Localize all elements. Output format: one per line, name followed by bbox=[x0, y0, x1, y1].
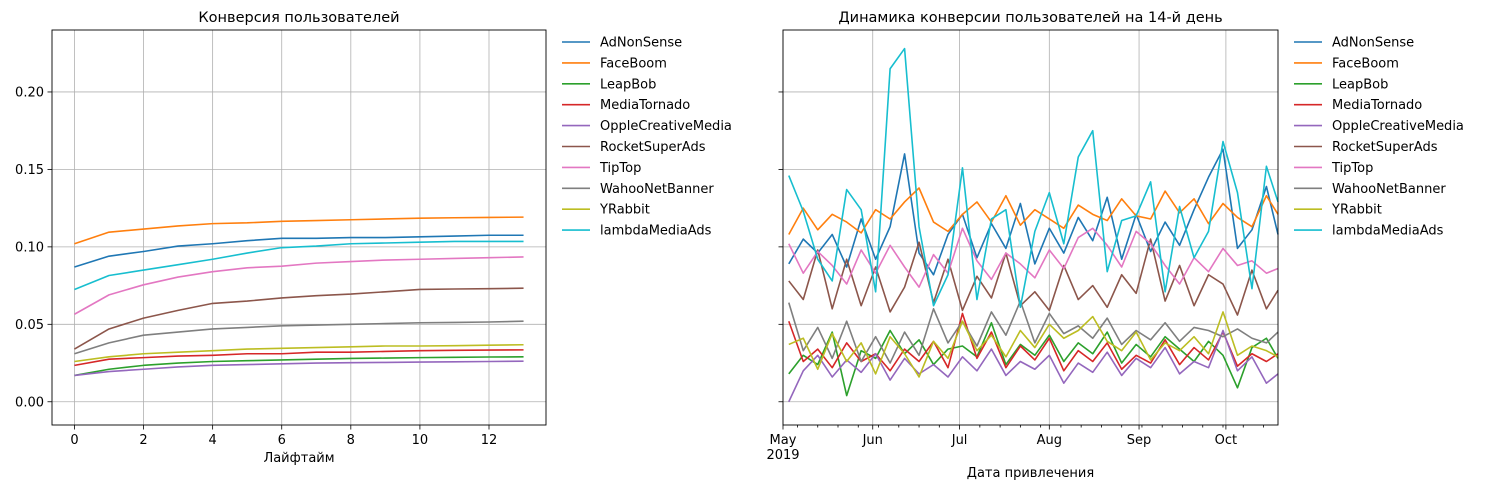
y-tick-label: 0.00 bbox=[15, 395, 44, 410]
series-line-FaceBoom bbox=[788, 187, 1279, 235]
legend-label: TipTop bbox=[599, 161, 641, 176]
conversion-lifetime-chart: Конверсия пользователей 0 2 4 6 8 10 12 0.00 0.05… bbox=[15, 10, 732, 466]
legend-label: TipTop bbox=[1331, 161, 1373, 176]
y-tick-label: 0.15 bbox=[15, 163, 44, 178]
legend-label: YRabbit bbox=[599, 203, 650, 218]
y-tick-label: 0.20 bbox=[15, 85, 44, 100]
axes-frame bbox=[51, 29, 547, 426]
x-tick-label: 12 bbox=[481, 433, 498, 448]
series-line-WahooNetBanner bbox=[788, 300, 1279, 364]
x-tick-label: 2 bbox=[139, 433, 147, 448]
x-tick-label: May 2019 bbox=[766, 433, 799, 463]
legend-label: OppleCreativeMedia bbox=[600, 119, 732, 134]
y-tick-label: 0.10 bbox=[15, 240, 44, 255]
legend-label: AdNonSense bbox=[600, 36, 682, 51]
x-axis-label: Дата привлечения bbox=[967, 466, 1094, 481]
legend-label: LeapBob bbox=[1332, 77, 1388, 92]
axes-frame bbox=[782, 29, 1279, 426]
y-tick-label: 0.05 bbox=[15, 318, 44, 333]
legend-label: lambdaMediaAds bbox=[1332, 224, 1444, 239]
legend-label: MediaTornado bbox=[1332, 98, 1422, 113]
x-tick-label: 10 bbox=[412, 433, 429, 448]
series-line-lambdaMediaAds bbox=[788, 47, 1279, 309]
series-line-YRabbit bbox=[74, 343, 524, 363]
series-line-OppleCreativeMedia bbox=[788, 329, 1279, 403]
series-line-YRabbit bbox=[788, 311, 1279, 378]
legend-label: MediaTornado bbox=[600, 98, 690, 113]
legend-label: FaceBoom bbox=[600, 56, 667, 71]
series-line-RocketSuperAds bbox=[788, 238, 1279, 316]
series-line-OppleCreativeMedia bbox=[74, 360, 524, 377]
series-line-MediaTornado bbox=[788, 312, 1279, 372]
x-tick-label: 8 bbox=[347, 433, 355, 448]
legend-label: LeapBob bbox=[600, 77, 656, 92]
legend-label: RocketSuperAds bbox=[1332, 140, 1438, 155]
series-line-FaceBoom bbox=[74, 216, 524, 245]
x-tick-label: 0 bbox=[70, 433, 78, 448]
legend-label: RocketSuperAds bbox=[600, 140, 706, 155]
x-tick-label-line: May bbox=[770, 433, 797, 448]
x-tick-label: Jul bbox=[951, 433, 968, 448]
legend-label: YRabbit bbox=[1331, 203, 1382, 218]
x-tick-label: Aug bbox=[1037, 433, 1062, 448]
series-line-MediaTornado bbox=[74, 349, 524, 367]
series-line-AdNonSense bbox=[74, 234, 524, 268]
series-line-lambdaMediaAds bbox=[74, 240, 524, 291]
series-line-AdNonSense bbox=[788, 148, 1279, 276]
legend-label: FaceBoom bbox=[1332, 56, 1399, 71]
x-tick-label: 4 bbox=[208, 433, 216, 448]
x-tick-label: Jun bbox=[862, 433, 883, 448]
chart-title: Динамика конверсии пользователей на 14-й… bbox=[838, 10, 1222, 26]
series-line-WahooNetBanner bbox=[74, 320, 524, 355]
series-line-RocketSuperAds bbox=[74, 287, 524, 350]
legend-label: AdNonSense bbox=[1332, 36, 1414, 51]
x-tick-label: Oct bbox=[1215, 433, 1237, 448]
x-tick-label: Sep bbox=[1127, 433, 1152, 448]
conversion-dynamics-chart: Динамика конверсии пользователей на 14-й… bbox=[766, 10, 1463, 481]
chart-title: Конверсия пользователей bbox=[198, 10, 399, 26]
legend-label: OppleCreativeMedia bbox=[1332, 119, 1464, 134]
legend-label: lambdaMediaAds bbox=[600, 224, 712, 239]
series-line-TipTop bbox=[74, 256, 524, 315]
series-line-LeapBob bbox=[74, 356, 524, 377]
x-tick-label: 6 bbox=[278, 433, 286, 448]
legend-label: WahooNetBanner bbox=[600, 182, 714, 197]
x-axis-label: Лайфтайм bbox=[263, 451, 334, 466]
x-tick-label-line: 2019 bbox=[766, 448, 799, 463]
legend-label: WahooNetBanner bbox=[1332, 182, 1446, 197]
